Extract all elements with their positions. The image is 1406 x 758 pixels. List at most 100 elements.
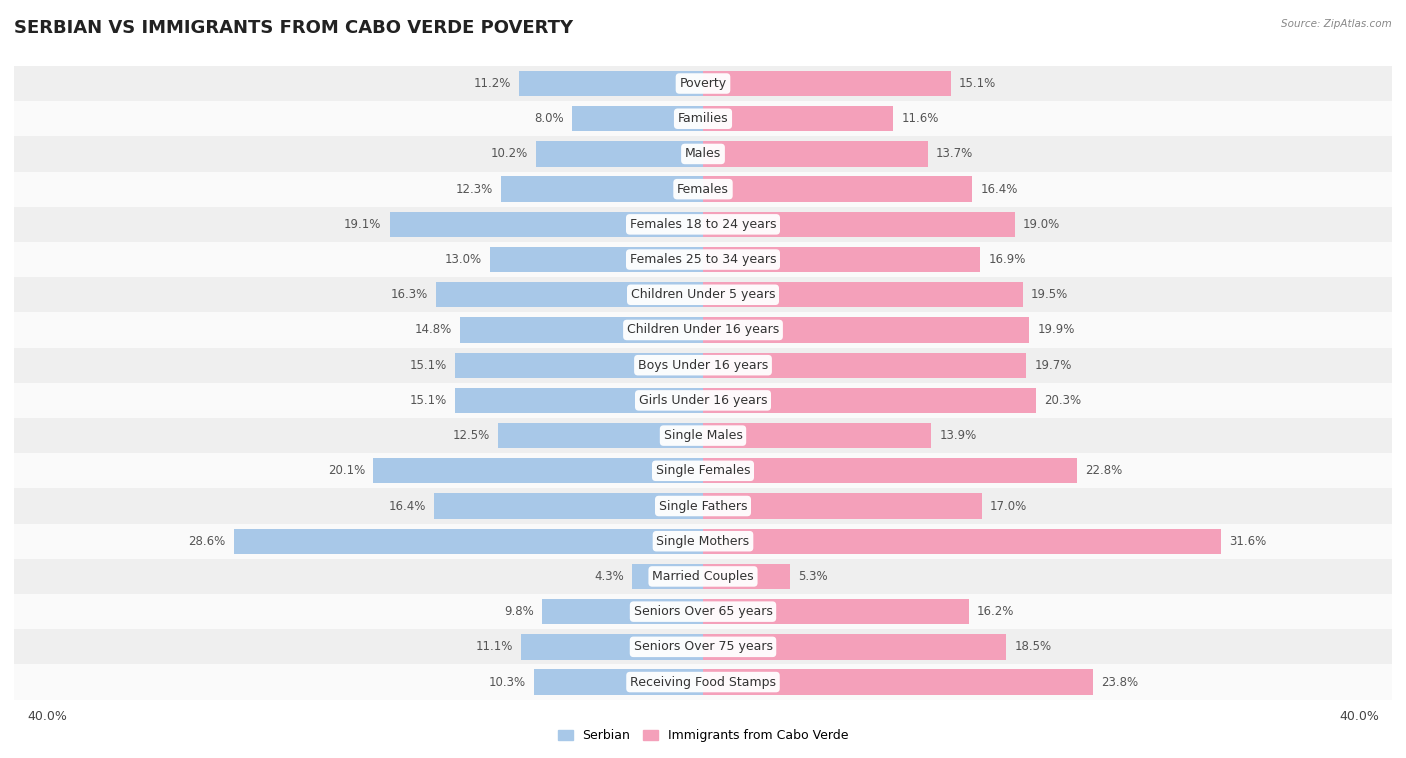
Bar [374,458,703,484]
Bar [436,282,703,308]
Text: Children Under 5 years: Children Under 5 years [631,288,775,301]
Text: 8.0%: 8.0% [534,112,564,125]
Text: Single Females: Single Females [655,465,751,478]
Text: Single Fathers: Single Fathers [659,500,747,512]
Text: 16.3%: 16.3% [391,288,427,301]
Bar [703,141,928,167]
Bar [703,388,1036,413]
Text: Single Males: Single Males [664,429,742,442]
Text: Seniors Over 75 years: Seniors Over 75 years [634,641,772,653]
Text: 16.4%: 16.4% [388,500,426,512]
Bar [519,70,703,96]
Bar [703,599,969,625]
Text: 10.3%: 10.3% [489,675,526,688]
Text: Families: Families [678,112,728,125]
Bar [498,423,703,448]
Bar [389,211,703,237]
Bar [14,312,1392,348]
Bar [14,101,1392,136]
Text: 22.8%: 22.8% [1085,465,1122,478]
Text: 5.3%: 5.3% [799,570,828,583]
Bar [703,106,893,131]
Bar [703,634,1007,659]
Bar [536,141,703,167]
Text: Females 25 to 34 years: Females 25 to 34 years [630,253,776,266]
Bar [703,458,1077,484]
Text: 16.9%: 16.9% [988,253,1026,266]
Bar [703,211,1015,237]
Text: 20.3%: 20.3% [1045,394,1081,407]
Text: Females 18 to 24 years: Females 18 to 24 years [630,218,776,231]
Bar [703,282,1024,308]
Bar [233,528,703,554]
Text: 11.6%: 11.6% [901,112,939,125]
Bar [633,564,703,589]
Bar [703,528,1222,554]
Bar [489,247,703,272]
Bar [703,177,972,202]
Text: Children Under 16 years: Children Under 16 years [627,324,779,337]
Text: Females: Females [678,183,728,196]
Bar [14,629,1392,665]
Bar [703,564,790,589]
Text: 15.1%: 15.1% [411,394,447,407]
Text: 28.6%: 28.6% [188,534,225,548]
Bar [703,70,950,96]
Bar [460,318,703,343]
Text: 18.5%: 18.5% [1015,641,1052,653]
Text: Receiving Food Stamps: Receiving Food Stamps [630,675,776,688]
Bar [703,423,931,448]
Text: 19.0%: 19.0% [1024,218,1060,231]
Text: 12.5%: 12.5% [453,429,489,442]
Bar [543,599,703,625]
Text: 19.5%: 19.5% [1031,288,1069,301]
Text: 20.1%: 20.1% [328,465,366,478]
Bar [14,277,1392,312]
Text: 16.4%: 16.4% [980,183,1018,196]
Text: 15.1%: 15.1% [411,359,447,371]
Text: Poverty: Poverty [679,77,727,90]
Text: 13.7%: 13.7% [936,148,973,161]
Text: 17.0%: 17.0% [990,500,1028,512]
Text: Married Couples: Married Couples [652,570,754,583]
Text: 12.3%: 12.3% [456,183,494,196]
Text: Boys Under 16 years: Boys Under 16 years [638,359,768,371]
Bar [14,453,1392,488]
Text: 13.0%: 13.0% [444,253,481,266]
Bar [14,594,1392,629]
Bar [703,669,1094,695]
Text: 10.2%: 10.2% [491,148,527,161]
Bar [14,242,1392,277]
Bar [703,493,981,518]
Bar [14,665,1392,700]
Text: 9.8%: 9.8% [505,605,534,618]
Bar [14,383,1392,418]
Text: Source: ZipAtlas.com: Source: ZipAtlas.com [1281,19,1392,29]
Bar [703,318,1029,343]
Text: 15.1%: 15.1% [959,77,995,90]
Bar [703,352,1026,377]
Text: 4.3%: 4.3% [595,570,624,583]
Text: 19.7%: 19.7% [1035,359,1071,371]
Bar [14,171,1392,207]
Bar [14,66,1392,101]
Bar [520,634,703,659]
Text: 16.2%: 16.2% [977,605,1014,618]
Text: Single Mothers: Single Mothers [657,534,749,548]
Text: Girls Under 16 years: Girls Under 16 years [638,394,768,407]
Bar [14,488,1392,524]
Bar [502,177,703,202]
Legend: Serbian, Immigrants from Cabo Verde: Serbian, Immigrants from Cabo Verde [553,724,853,747]
Text: 31.6%: 31.6% [1229,534,1267,548]
Bar [572,106,703,131]
Text: Seniors Over 65 years: Seniors Over 65 years [634,605,772,618]
Text: 14.8%: 14.8% [415,324,453,337]
Text: 13.9%: 13.9% [939,429,976,442]
Bar [14,348,1392,383]
Bar [456,388,703,413]
Bar [14,418,1392,453]
Bar [14,524,1392,559]
Text: 11.2%: 11.2% [474,77,512,90]
Text: 19.9%: 19.9% [1038,324,1076,337]
Bar [14,559,1392,594]
